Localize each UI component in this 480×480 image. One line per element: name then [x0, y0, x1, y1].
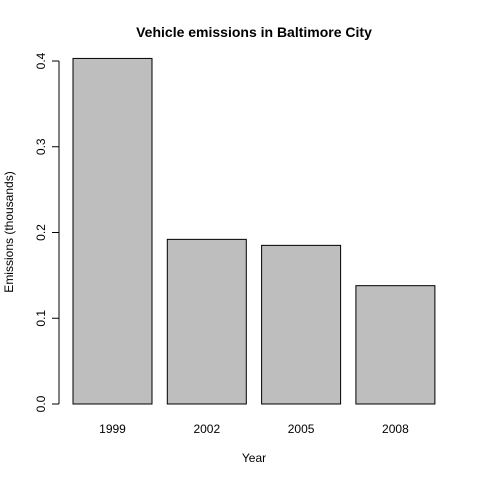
y-tick-label: 0.3	[34, 138, 48, 155]
x-axis-label: Year	[242, 451, 266, 465]
bar-1999	[72, 57, 153, 405]
bar-2008	[355, 285, 436, 405]
bar-2005	[261, 244, 342, 405]
y-tick-label: 0.1	[34, 310, 48, 327]
y-tick-label: 0.2	[34, 224, 48, 241]
plot-area: 0.0 0.1 0.2 0.3 0.4 1999 2002 2005 2008	[34, 52, 436, 436]
y-tick-label: 0.0	[34, 395, 48, 412]
x-tick-label: 2002	[193, 422, 220, 436]
y-tick-label: 0.4	[34, 52, 48, 69]
chart-title: Vehicle emissions in Baltimore City	[136, 24, 372, 40]
bar-2002	[166, 238, 247, 405]
x-tick-label: 2005	[288, 422, 315, 436]
x-tick-label: 1999	[99, 422, 126, 436]
y-axis-label: Emissions (thousands)	[2, 171, 16, 292]
x-tick-label: 2008	[382, 422, 409, 436]
